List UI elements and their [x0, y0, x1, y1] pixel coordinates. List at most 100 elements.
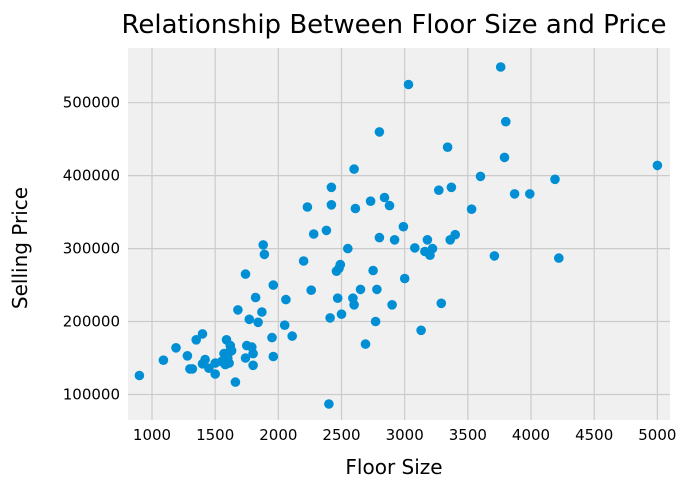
- data-point: [258, 240, 269, 250]
- data-point: [326, 200, 337, 210]
- data-point: [466, 204, 477, 214]
- data-point: [370, 316, 381, 327]
- data-point: [332, 293, 343, 304]
- data-point: [499, 152, 510, 163]
- x-tick-label: 3000: [386, 426, 424, 444]
- x-tick-label: 4000: [512, 426, 550, 444]
- data-point: [200, 354, 210, 365]
- data-point: [287, 331, 298, 341]
- grid-lines: [128, 48, 670, 420]
- data-point: [224, 358, 234, 368]
- data-point: [387, 300, 397, 310]
- data-point: [257, 307, 267, 317]
- data-points: [134, 62, 663, 409]
- data-point: [501, 116, 511, 127]
- data-point: [442, 142, 453, 152]
- y-tick-label: 400000: [63, 167, 120, 185]
- y-axis-label: Selling Price: [8, 187, 32, 309]
- data-point: [495, 62, 506, 72]
- y-tick-label: 200000: [63, 313, 120, 331]
- data-point: [279, 320, 290, 331]
- x-tick-label: 2000: [259, 426, 297, 444]
- data-point: [427, 243, 438, 254]
- data-point: [554, 253, 564, 263]
- data-point: [321, 225, 332, 236]
- data-point: [379, 192, 390, 203]
- x-tick-label: 4500: [575, 426, 613, 444]
- data-point: [325, 313, 335, 323]
- data-point: [267, 332, 277, 343]
- data-point: [450, 229, 461, 240]
- data-point: [365, 196, 376, 206]
- data-point: [403, 79, 414, 90]
- data-point: [410, 243, 420, 253]
- data-point: [298, 256, 309, 266]
- data-point: [308, 229, 319, 239]
- data-point: [134, 370, 145, 381]
- data-point: [324, 399, 334, 409]
- data-point: [268, 351, 279, 362]
- data-point: [368, 265, 378, 276]
- data-point: [306, 285, 317, 296]
- y-tick-label: 500000: [63, 94, 120, 112]
- data-point: [436, 298, 447, 309]
- x-tick-label: 2500: [322, 426, 360, 444]
- data-point: [302, 202, 313, 212]
- data-point: [399, 273, 410, 284]
- data-point: [230, 377, 241, 387]
- data-point: [372, 284, 382, 295]
- x-axis-ticks: 1000 1500 2000 2500 3000 3500 4000 4500 5000: [133, 426, 677, 444]
- data-point: [244, 314, 255, 325]
- data-point: [398, 221, 409, 232]
- data-point: [158, 355, 169, 366]
- data-point: [350, 203, 361, 214]
- chart-title: Relationship Between Floor Size and Pric…: [121, 10, 666, 40]
- data-point: [434, 185, 444, 195]
- data-point: [248, 360, 258, 371]
- data-point: [268, 280, 279, 290]
- data-point: [374, 127, 385, 137]
- data-point: [281, 294, 291, 305]
- data-point: [253, 317, 263, 328]
- data-point: [355, 284, 366, 295]
- data-point: [335, 259, 346, 270]
- x-tick-label: 5000: [638, 426, 676, 444]
- data-point: [250, 292, 261, 303]
- x-axis-label: Floor Size: [345, 455, 442, 479]
- data-point: [384, 200, 395, 211]
- data-point: [652, 160, 663, 171]
- data-point: [240, 353, 251, 363]
- data-point: [360, 339, 371, 349]
- data-point: [326, 182, 337, 193]
- data-point: [525, 189, 535, 199]
- y-axis-ticks: 100000 200000 300000 400000 500000: [63, 94, 120, 404]
- data-point: [446, 182, 457, 193]
- data-point: [233, 305, 243, 315]
- data-point: [349, 164, 359, 174]
- y-tick-label: 300000: [63, 240, 120, 258]
- data-point: [475, 171, 486, 182]
- data-point: [210, 369, 220, 379]
- data-point: [240, 269, 251, 279]
- data-point: [343, 243, 353, 254]
- data-point: [336, 309, 347, 320]
- data-point: [509, 189, 520, 199]
- data-point: [248, 348, 258, 359]
- data-point: [187, 364, 198, 374]
- data-point: [197, 329, 208, 339]
- data-point: [550, 174, 560, 185]
- data-point: [259, 249, 270, 260]
- data-point: [226, 345, 237, 356]
- data-point: [374, 232, 385, 243]
- data-point: [389, 235, 400, 245]
- x-tick-label: 3500: [449, 426, 487, 444]
- data-point: [182, 351, 193, 361]
- data-point: [422, 235, 433, 245]
- x-tick-label: 1500: [196, 426, 234, 444]
- data-point: [191, 335, 201, 345]
- data-point: [489, 251, 500, 261]
- data-point: [171, 343, 181, 353]
- x-tick-label: 1000: [133, 426, 171, 444]
- data-point: [349, 300, 359, 310]
